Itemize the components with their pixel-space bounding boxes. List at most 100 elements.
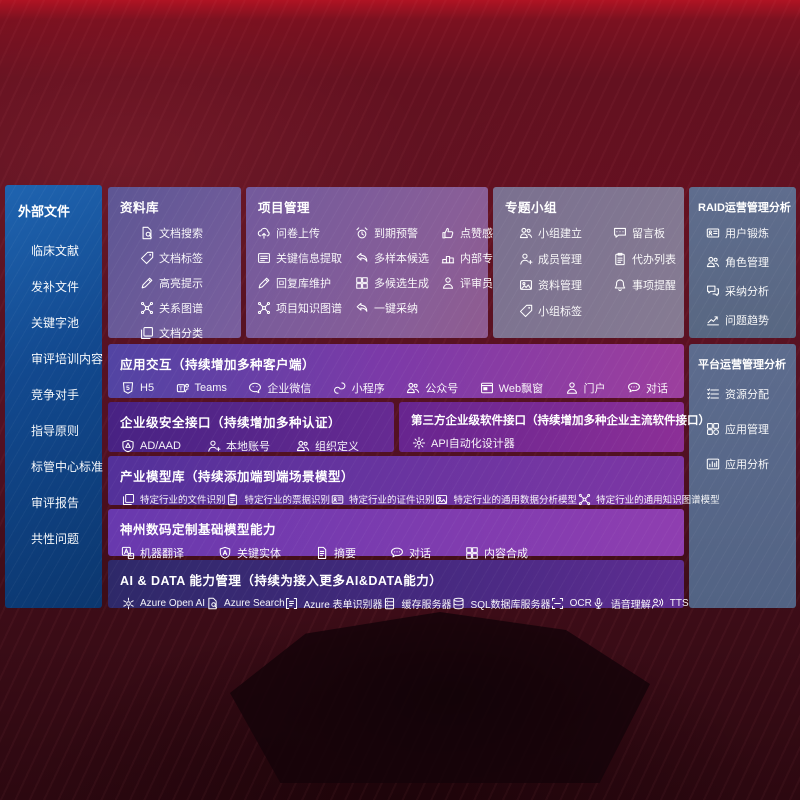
feature-label: 资料管理 [538,280,582,292]
feature-item[interactable]: 关键信息提取 [257,250,351,266]
feature-item[interactable]: 本地账号 [207,438,270,454]
feature-label: 项目知识图谱 [276,303,342,315]
feature-item[interactable]: 小组标签 [519,303,607,319]
feature-item[interactable]: 用户锻炼 [706,225,792,241]
feature-label: 留言板 [632,228,665,240]
feature-item[interactable]: OCR [551,597,592,611]
bell-icon [613,278,627,292]
feature-item[interactable]: 代办列表 [613,251,678,267]
feature-item[interactable]: 回复库维护 [257,275,351,291]
feature-item[interactable]: Azure 表单识别器 [285,596,383,611]
feature-item[interactable]: 成员管理 [519,251,607,267]
raid-analysis-title: RAID运营管理分析 [698,202,791,214]
wechat-icon [248,381,262,395]
feature-item[interactable]: 多样本候选 [355,250,437,266]
svg-text:T: T [179,386,183,392]
sidebar-item[interactable]: 关键字池 [31,316,80,330]
feature-item[interactable]: 应用分析 [706,456,792,472]
feature-item[interactable]: 对话 [627,380,668,396]
thirdparty-interface-row: 第三方企业级软件接口（持续增加多种企业主流软件接口） API自动化设计器 [399,402,710,452]
feature-item[interactable]: 内容合成 [465,545,528,561]
feature-item[interactable]: 机器翻译 [121,545,184,561]
feature-label: 特定行业的文件识别 [140,495,226,506]
feature-item[interactable]: 门户 [565,380,606,396]
chat-icon [627,381,641,395]
feature-item[interactable]: 事项提醒 [613,277,678,293]
feature-item[interactable]: 留言板 [613,225,678,241]
feature-item[interactable]: Azure Open AI [121,597,205,611]
feature-item[interactable]: 特定行业的通用数据分析模型 [435,492,578,506]
feature-item[interactable]: Azure Search [205,597,285,611]
feature-label: 小组标签 [538,306,582,318]
tag-icon [519,304,533,318]
feature-item[interactable]: 关键实体 [218,545,281,561]
feature-item[interactable]: API自动化设计器 [412,435,515,451]
sidebar-item[interactable]: 发补文件 [31,280,80,294]
feature-item[interactable]: 采纳分析 [706,283,792,299]
feature-item[interactable]: 资料管理 [519,277,607,293]
form-icon [285,597,299,611]
feature-label: 资源分配 [725,389,769,401]
feature-label: 成员管理 [538,254,582,266]
feature-item[interactable]: 组织定义 [296,438,359,454]
sidebar-item[interactable]: 共性问题 [31,532,80,546]
feature-item[interactable]: 多候选生成 [355,275,437,291]
doc-search-icon [140,226,154,240]
feature-item[interactable]: 摘要 [315,545,356,561]
library-items: 文档搜索文档标签高亮提示关系图谱文档分类 [108,220,241,341]
feature-item[interactable]: 一键采纳 [355,300,437,316]
security-interface-title: 企业级安全接口（持续增加多种认证） [120,416,342,430]
feature-item[interactable]: 文档标签 [140,250,235,266]
feature-item[interactable]: 文档搜索 [140,225,235,241]
feature-item[interactable]: 语音理解 [592,596,651,611]
translate-icon [121,546,135,560]
feature-label: 特定行业的票据识别 [244,495,331,506]
feature-label: TTS [669,598,689,609]
bbs-icon [613,226,627,240]
sidebar-item[interactable]: 标管中心标准 [31,460,104,474]
feature-item[interactable]: SQL数据库服务器 [452,596,551,611]
feature-label: 代办列表 [632,254,676,266]
external-files-list: 临床文献发补文件关键字池审评培训内容 竞争对手指导原则标管中心标准 审评报告共性问题 [5,224,104,547]
feature-item[interactable]: 特定行业的通用知识图谱模型 [577,492,720,506]
feature-item[interactable]: TTS [651,597,689,611]
feature-label: Teams [194,382,227,394]
feature-label: Azure 表单识别器 [303,600,383,611]
feature-item[interactable]: 到期预警 [355,225,437,241]
sidebar-item[interactable]: 临床文献 [31,244,80,258]
feature-item[interactable]: 问题趋势 [706,312,792,328]
chart-icon [706,457,720,471]
people-icon [296,439,310,453]
feature-item[interactable]: 5 H5 [121,381,154,395]
feature-label: 特定行业的通用数据分析模型 [453,495,578,506]
sidebar-item[interactable]: 审评报告 [31,496,80,510]
sidebar-item[interactable]: 审评培训内容 [31,352,104,366]
feature-item[interactable]: 问卷上传 [257,225,351,241]
feature-item[interactable]: 特定行业的证件识别 [330,492,435,506]
background-silhouette [230,612,650,783]
feature-item[interactable]: 公众号 [406,380,458,396]
feature-item[interactable]: 文档分类 [140,325,235,341]
feature-item[interactable]: 资源分配 [706,386,792,402]
feature-item[interactable]: 应用管理 [706,421,792,437]
feature-item[interactable]: AD/AAD [121,439,181,453]
speech-icon [592,597,606,611]
feature-item[interactable]: 对话 [390,545,431,561]
feature-item[interactable]: 缓存服务器 [383,596,452,611]
feature-item[interactable]: 企业微信 [248,380,311,396]
feature-item[interactable]: 高亮提示 [140,275,235,291]
feature-item[interactable]: Web飘窗 [480,380,543,396]
feature-item[interactable]: 角色管理 [706,254,792,270]
sidebar-item[interactable]: 指导原则 [31,424,80,438]
feature-item[interactable]: 关系图谱 [140,300,235,316]
feature-item[interactable]: 小程序 [333,380,385,396]
feature-item[interactable]: 小组建立 [519,225,607,241]
reply-icon [355,251,369,265]
feature-item[interactable]: T Teams [176,381,227,395]
feature-item[interactable]: 特定行业的票据识别 [226,492,331,506]
sidebar-item[interactable]: 竞争对手 [31,388,80,402]
feature-item[interactable]: 项目知识图谱 [257,300,351,316]
puzzle-icon [355,276,369,290]
feature-item[interactable]: 特定行业的文件识别 [121,492,226,506]
